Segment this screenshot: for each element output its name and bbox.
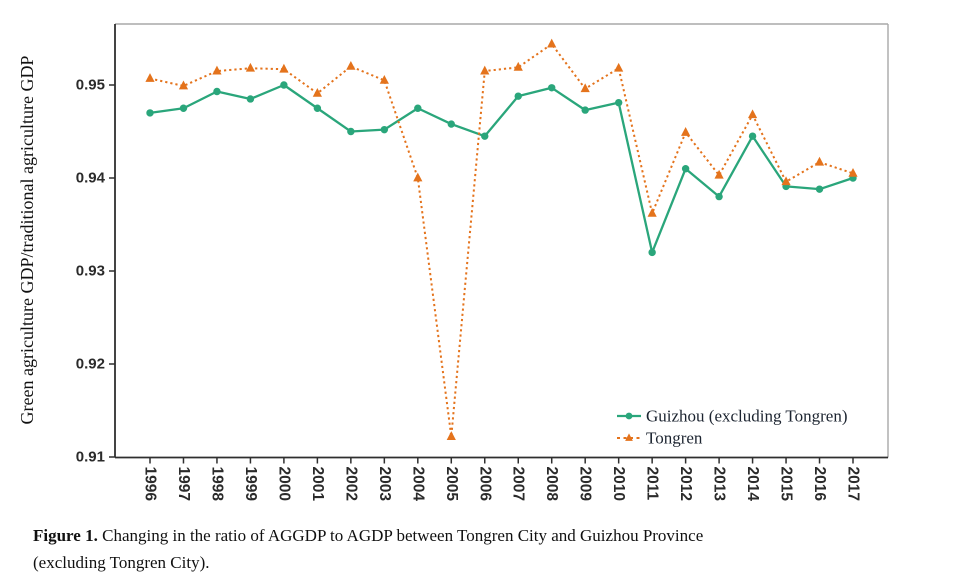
marker-circle-guizhou-excluding-tongren [748, 132, 757, 140]
x-axis: 1996 1997 1998 1999 2000 2001 2002 2003 2004 2005… [142, 457, 862, 502]
x-tick-label: 2009 [577, 467, 594, 502]
marker-triangle-tongren [346, 61, 356, 70]
marker-circle-guizhou-excluding-tongren [548, 84, 556, 92]
marker-circle-guizhou-excluding-tongren [815, 185, 824, 193]
marker-triangle-tongren [614, 62, 624, 72]
marker-circle-guizhou-excluding-tongren [715, 192, 723, 201]
caption-text-line2: (excluding Tongren City). [33, 553, 210, 572]
x-tick-label: 2008 [543, 467, 560, 502]
marker-triangle-tongren [681, 127, 691, 136]
x-tick-label: 1999 [242, 467, 259, 502]
x-tick-label: 2000 [275, 467, 292, 501]
marker-triangle-tongren [647, 207, 657, 217]
marker-triangle-tongren [580, 83, 590, 93]
marker-circle-guizhou-excluding-tongren [514, 92, 522, 100]
x-tick-label: 2012 [677, 467, 694, 501]
marker-circle-guizhou-excluding-tongren [447, 120, 455, 128]
marker-triangle-tongren [848, 167, 858, 177]
marker-triangle-tongren [547, 38, 557, 48]
marker-triangle-tongren [413, 172, 423, 182]
y-tick-label: 0.92 [76, 356, 105, 373]
x-tick-label: 2016 [811, 467, 828, 502]
y-tick-label: 0.91 [76, 449, 105, 466]
series-guizhou-excluding-tongren [146, 81, 857, 257]
marker-triangle-tongren [480, 65, 490, 75]
marker-circle-guizhou-excluding-tongren [179, 104, 188, 112]
chart-legend: Guizhou (excluding Tongren) Tongren [617, 407, 848, 448]
x-tick-label: 2014 [744, 467, 761, 502]
x-tick-label: 2005 [443, 467, 460, 502]
marker-circle-guizhou-excluding-tongren [614, 98, 623, 107]
marker-circle-guizhou-excluding-tongren [648, 248, 656, 257]
plot-frame [114, 23, 889, 459]
marker-triangle-tongren [145, 73, 155, 82]
x-tick-label: 1998 [208, 467, 225, 502]
legend-circle-marker-icon [625, 412, 633, 420]
x-tick-label: 1997 [175, 467, 192, 501]
x-tick-label: 2011 [644, 467, 661, 501]
series-tongren [145, 38, 858, 440]
marker-triangle-tongren [312, 87, 322, 97]
marker-triangle-tongren [513, 61, 523, 71]
marker-triangle-tongren [178, 80, 189, 90]
marker-circle-guizhou-excluding-tongren [146, 109, 154, 117]
marker-circle-guizhou-excluding-tongren [347, 127, 355, 136]
marker-triangle-tongren [781, 176, 791, 186]
marker-triangle-tongren [814, 156, 825, 166]
x-tick-label: 2007 [510, 467, 527, 501]
x-tick-label: 2001 [309, 467, 326, 502]
marker-triangle-tongren [714, 169, 724, 179]
x-tick-label: 2015 [778, 467, 795, 502]
marker-circle-guizhou-excluding-tongren [213, 87, 221, 96]
marker-circle-guizhou-excluding-tongren [246, 95, 255, 103]
x-tick-label: 1996 [142, 467, 159, 502]
legend-triangle-marker-icon [625, 433, 633, 441]
y-tick-label: 0.93 [76, 263, 105, 280]
chart-figure: 0.91 0.92 0.93 0.94 0.95 1996 1997 1998 1999 2000… [17, 23, 889, 502]
marker-triangle-tongren [279, 63, 289, 73]
y-tick-label: 0.95 [76, 77, 105, 94]
series-line-guizhou-excluding-tongren [149, 83, 854, 254]
caption-label: Figure 1. [33, 526, 98, 545]
legend-label: Guizhou (excluding Tongren) [646, 407, 848, 426]
y-tick-label: 0.94 [76, 170, 106, 187]
marker-circle-guizhou-excluding-tongren [481, 132, 489, 140]
caption-text-line1: Changing in the ratio of AGGDP to AGDP b… [102, 526, 704, 545]
series-line-tongren [149, 43, 854, 438]
marker-circle-guizhou-excluding-tongren [280, 81, 288, 89]
caption-line1: Figure 1. Changing in the ratio of AGGDP… [33, 526, 703, 545]
x-tick-label: 2003 [376, 467, 393, 502]
x-tick-label: 2004 [409, 467, 426, 502]
marker-triangle-tongren [747, 109, 758, 119]
marker-circle-guizhou-excluding-tongren [581, 106, 589, 114]
x-tick-label: 2010 [610, 467, 627, 501]
y-axis: 0.91 0.92 0.93 0.94 0.95 [76, 77, 115, 466]
marker-circle-guizhou-excluding-tongren [681, 165, 690, 173]
legend-label: Tongren [646, 429, 703, 448]
marker-circle-guizhou-excluding-tongren [414, 104, 422, 112]
x-tick-label: 2002 [342, 467, 359, 501]
marker-circle-guizhou-excluding-tongren [380, 125, 389, 134]
marker-triangle-tongren [212, 65, 222, 75]
marker-circle-guizhou-excluding-tongren [313, 104, 322, 112]
legend-item-guizhou: Guizhou (excluding Tongren) [617, 407, 848, 426]
marker-triangle-tongren [379, 74, 389, 84]
x-tick-label: 2006 [476, 467, 493, 502]
x-tick-label: 2013 [711, 467, 728, 502]
figure-caption: Figure 1. Changing in the ratio of AGGDP… [33, 522, 933, 576]
marker-triangle-tongren [446, 431, 456, 440]
line-chart: 0.91 0.92 0.93 0.94 0.95 1996 1997 1998 1999 2000… [17, 23, 889, 502]
legend-item-tongren: Tongren [617, 429, 703, 448]
x-tick-label: 2017 [845, 467, 862, 501]
marker-triangle-tongren [245, 62, 256, 72]
y-axis-title: Green agriculture GDP/traditional agricu… [17, 56, 37, 425]
